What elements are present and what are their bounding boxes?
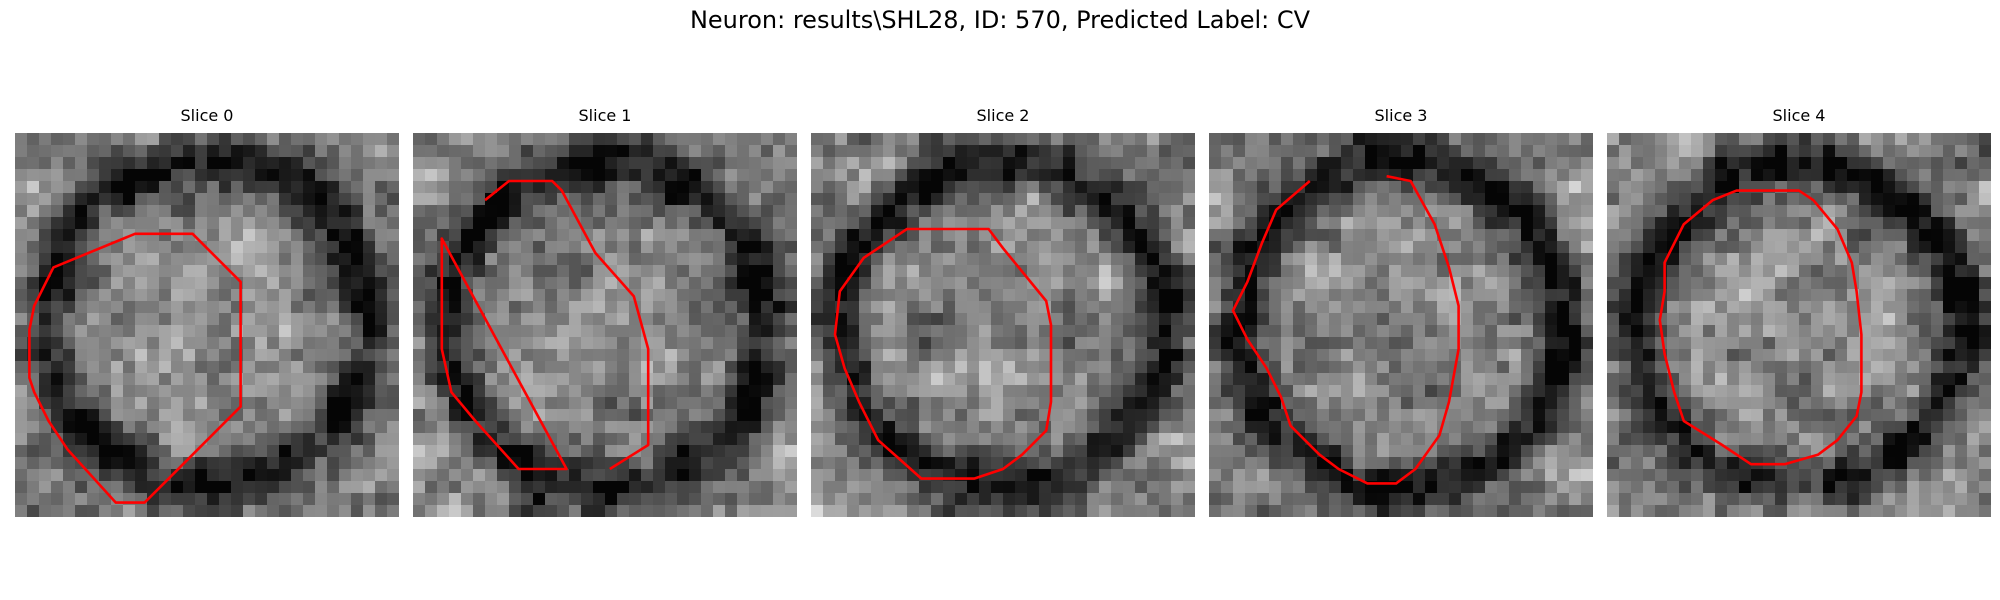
neuron-contour xyxy=(1658,189,1863,466)
texture-layer xyxy=(1607,133,1991,517)
figure-title: Neuron: results\SHL28, ID: 570, Predicte… xyxy=(689,6,1311,34)
slice-title-0: Slice 0 xyxy=(180,106,234,125)
slice-image-4 xyxy=(1607,133,1991,517)
texture-layer xyxy=(413,133,797,517)
texture-layer xyxy=(15,133,399,517)
neuron-contour xyxy=(1231,174,1460,485)
neuron-contour xyxy=(440,179,650,471)
slice-title-2: Slice 2 xyxy=(976,106,1030,125)
neuron-contour xyxy=(833,227,1053,480)
slice-image-3 xyxy=(1209,133,1593,517)
neuron-contour xyxy=(28,232,242,504)
slice-title-4: Slice 4 xyxy=(1772,106,1826,125)
slice-image-0 xyxy=(15,133,399,517)
slice-image-1 xyxy=(413,133,797,517)
slice-title-3: Slice 3 xyxy=(1374,106,1428,125)
slice-image-2 xyxy=(811,133,1195,517)
texture-layer xyxy=(811,133,1195,517)
texture-layer xyxy=(1209,133,1593,517)
slice-title-1: Slice 1 xyxy=(578,106,632,125)
